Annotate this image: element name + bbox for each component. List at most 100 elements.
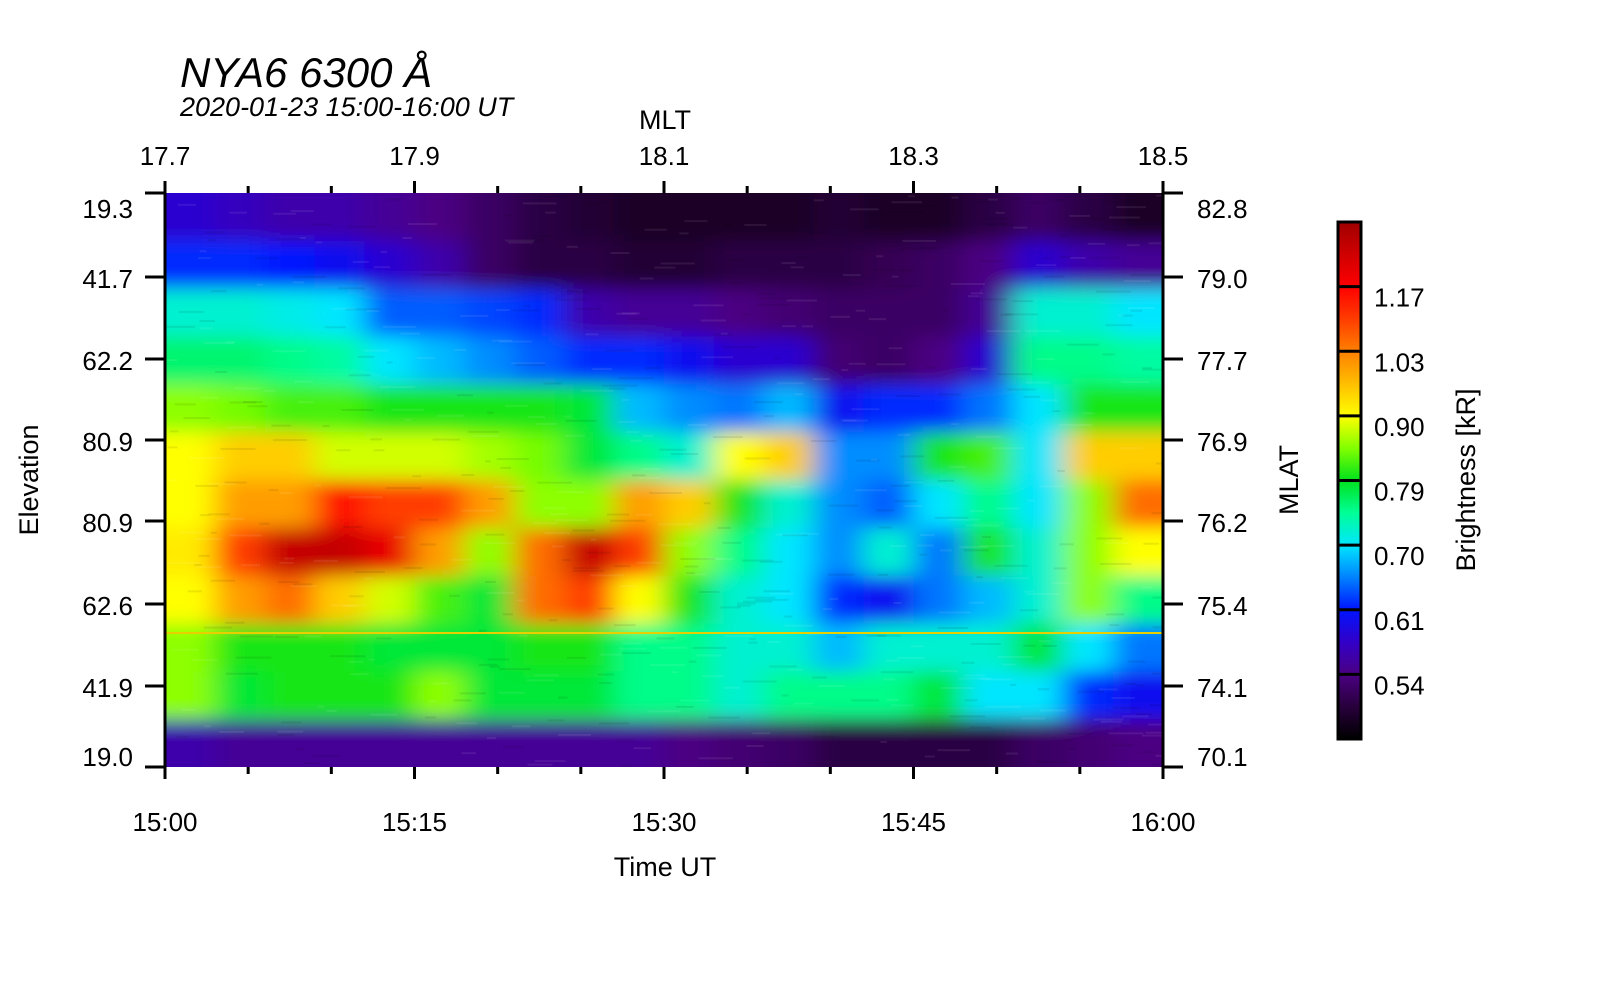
texture-streak [544, 532, 571, 535]
texture-streak [1005, 752, 1019, 755]
texture-streak [581, 389, 614, 392]
texture-streak [1127, 660, 1146, 663]
texture-streak [322, 424, 330, 427]
heatmap-cell [813, 240, 865, 290]
texture-streak [647, 710, 681, 713]
texture-streak [567, 656, 587, 659]
texture-streak [433, 682, 450, 685]
heatmap-cell [713, 671, 765, 721]
texture-streak [453, 699, 472, 702]
texture-streak [336, 449, 351, 452]
texture-streak [886, 698, 899, 701]
texture-streak [970, 292, 984, 295]
heatmap-cell [414, 240, 466, 290]
texture-streak [988, 198, 998, 201]
texture-streak [877, 573, 889, 576]
heatmap-cell [314, 288, 366, 338]
y-right-tick-label: 76.9 [1197, 427, 1248, 457]
texture-streak [843, 419, 868, 422]
texture-streak [498, 668, 531, 671]
y-right-axis-label: MLAT [1274, 445, 1304, 515]
heatmap-cell [165, 719, 216, 767]
heatmap-cell [364, 719, 416, 767]
texture-streak [1281, 586, 1307, 588]
texture-streak [1099, 562, 1132, 565]
texture-streak [1173, 660, 1202, 662]
heatmap-cell [464, 240, 516, 290]
texture-streak [1232, 570, 1263, 572]
heatmap-cell [464, 288, 516, 338]
texture-streak [971, 367, 987, 370]
texture-streak [1148, 242, 1163, 245]
texture-streak [522, 202, 557, 205]
heatmap-cell [1113, 384, 1163, 434]
texture-streak [1093, 718, 1124, 721]
texture-streak [166, 325, 196, 328]
heatmap-cell [564, 480, 616, 529]
texture-streak [701, 356, 733, 359]
heatmap-cell [1063, 432, 1115, 481]
texture-streak [543, 382, 562, 385]
texture-streak [636, 561, 663, 564]
texture-streak [1123, 280, 1151, 283]
texture-streak [1051, 582, 1071, 585]
texture-streak [622, 642, 643, 645]
texture-streak [924, 755, 935, 758]
heatmap-cell [364, 336, 416, 386]
texture-streak [713, 333, 734, 336]
texture-streak [797, 255, 810, 258]
texture-streak [621, 398, 630, 401]
heatmap-cell [1013, 480, 1065, 529]
texture-streak [566, 419, 597, 422]
y-tick-label: 62.2 [82, 346, 133, 376]
texture-streak [1263, 210, 1296, 212]
texture-streak [966, 231, 974, 234]
heatmap-cell [1113, 240, 1163, 290]
texture-streak [1170, 501, 1188, 503]
texture-streak [1141, 734, 1163, 737]
heatmap-cell [564, 623, 616, 673]
texture-streak [187, 590, 202, 593]
heatmap-cell [963, 575, 1015, 625]
texture-streak [418, 518, 439, 521]
texture-streak [1038, 640, 1051, 643]
texture-streak [472, 434, 500, 437]
heatmap-cell [664, 480, 715, 529]
texture-streak [554, 298, 588, 301]
texture-streak [654, 266, 676, 269]
texture-streak [537, 195, 569, 198]
heatmap-cell [414, 480, 466, 529]
texture-streak [784, 624, 814, 627]
texture-streak [893, 601, 902, 604]
heatmap-cell [514, 671, 566, 721]
heatmap-cell [414, 671, 466, 721]
texture-streak [841, 369, 849, 372]
heatmap-cell [514, 384, 566, 434]
texture-streak [650, 664, 685, 667]
texture-streak [613, 624, 636, 627]
heatmap-cell [314, 527, 366, 577]
texture-streak [1178, 618, 1187, 620]
texture-streak [988, 223, 1015, 226]
heatmap-cell [614, 575, 665, 625]
heatmap-cell [1113, 336, 1163, 386]
texture-streak [515, 363, 546, 366]
texture-streak [800, 532, 820, 535]
heatmap-cell [664, 623, 715, 673]
heatmap-cell [963, 336, 1015, 386]
texture-streak [925, 366, 936, 369]
texture-streak [1232, 717, 1246, 719]
texture-streak [910, 645, 924, 648]
texture-streak [512, 309, 541, 312]
texture-streak [1059, 255, 1072, 258]
heatmap-cell [1013, 288, 1065, 338]
texture-streak [1197, 548, 1213, 550]
texture-streak [1139, 751, 1157, 754]
texture-streak [1135, 713, 1153, 716]
heatmap-cell [464, 719, 516, 767]
texture-streak [176, 735, 188, 738]
texture-streak [621, 312, 640, 315]
texture-streak [696, 654, 722, 657]
texture-streak [459, 692, 486, 695]
texture-streak [891, 484, 911, 487]
